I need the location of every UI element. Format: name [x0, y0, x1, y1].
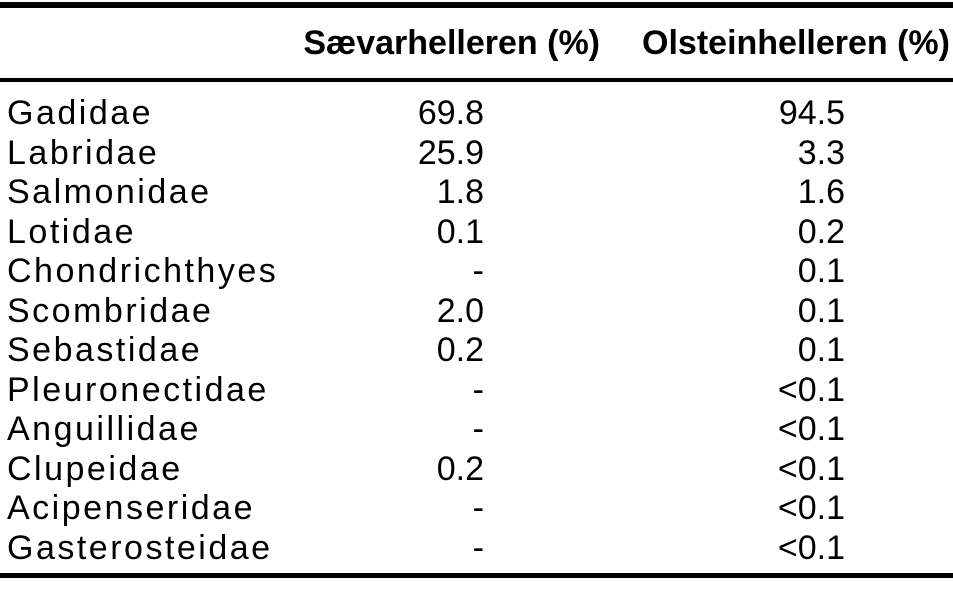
family-name-cell: Scombridae — [7, 291, 214, 330]
olsteinhelleren-value-cell: <0.1 — [777, 449, 845, 488]
saevarhelleren-value-cell: - — [472, 528, 484, 567]
table-row: Labridae 25.9 3.3 — [0, 134, 953, 174]
saevarhelleren-value-cell: 2.0 — [436, 291, 484, 330]
saevarhelleren-value-cell: 0.2 — [436, 449, 484, 488]
table-row: Salmonidae 1.8 1.6 — [0, 173, 953, 213]
saevarhelleren-value-cell: - — [472, 252, 484, 290]
saevarhelleren-value-cell: - — [472, 370, 484, 409]
header-row: Sævarhelleren (%) Olsteinhelleren (%) — [0, 5, 953, 80]
column-header-olsteinhelleren: Olsteinhelleren (%) — [642, 23, 950, 62]
family-name-cell: Gadidae — [7, 94, 154, 132]
olsteinhelleren-value-cell: <0.1 — [777, 370, 845, 409]
olsteinhelleren-value-cell: 1.6 — [797, 173, 845, 211]
olsteinhelleren-value-cell: 0.1 — [797, 291, 845, 330]
saevarhelleren-value-cell: - — [472, 489, 484, 527]
olsteinhelleren-value-cell: <0.1 — [777, 528, 845, 567]
family-name-cell: Sebastidae — [7, 331, 203, 369]
saevarhelleren-value-cell: 0.1 — [436, 212, 484, 251]
table-row: Sebastidae 0.2 0.1 — [0, 331, 953, 371]
olsteinhelleren-value-cell: 0.2 — [797, 212, 845, 251]
family-name-cell: Chondrichthyes — [7, 252, 279, 290]
olsteinhelleren-value-cell: 3.3 — [797, 133, 845, 172]
family-name-cell: Salmonidae — [7, 173, 212, 211]
table-row: Pleuronectidae - <0.1 — [0, 371, 953, 411]
saevarhelleren-value-cell: - — [472, 410, 484, 448]
saevarhelleren-value-cell: 0.2 — [436, 331, 484, 369]
table-body: Gadidae 69.8 94.5 Labridae 25.9 3.3 Salm… — [0, 80, 953, 576]
table-row: Lotidae 0.1 0.2 — [0, 213, 953, 253]
family-name-cell: Acipenseridae — [7, 489, 255, 527]
column-header-saevarhelleren: Sævarhelleren (%) — [303, 23, 600, 62]
olsteinhelleren-value-cell: <0.1 — [777, 489, 845, 527]
saevarhelleren-value-cell: 1.8 — [436, 173, 484, 211]
table-row: Gasterosteidae - <0.1 — [0, 529, 953, 576]
fish-family-percentage-table: Sævarhelleren (%) Olsteinhelleren (%) Ga… — [0, 2, 953, 578]
olsteinhelleren-value-cell: <0.1 — [777, 410, 845, 448]
family-name-cell: Labridae — [7, 133, 160, 172]
family-name-cell: Pleuronectidae — [7, 370, 269, 409]
empty-header-cell — [0, 5, 290, 80]
table-row: Gadidae 69.8 94.5 — [0, 80, 953, 134]
family-name-cell: Lotidae — [7, 212, 137, 251]
family-name-cell: Clupeidae — [7, 449, 183, 488]
table-header: Sævarhelleren (%) Olsteinhelleren (%) — [0, 5, 953, 80]
table-row: Anguillidae - <0.1 — [0, 410, 953, 450]
saevarhelleren-value-cell: 69.8 — [417, 94, 484, 132]
saevarhelleren-value-cell: 25.9 — [417, 133, 484, 172]
family-name-cell: Anguillidae — [7, 410, 201, 448]
family-name-cell: Gasterosteidae — [7, 528, 273, 567]
olsteinhelleren-value-cell: 0.1 — [797, 331, 845, 369]
table-row: Scombridae 2.0 0.1 — [0, 292, 953, 332]
olsteinhelleren-value-cell: 94.5 — [778, 94, 845, 132]
table-row: Chondrichthyes - 0.1 — [0, 252, 953, 292]
table-row: Clupeidae 0.2 <0.1 — [0, 450, 953, 490]
olsteinhelleren-value-cell: 0.1 — [797, 252, 845, 290]
table-row: Acipenseridae - <0.1 — [0, 489, 953, 529]
